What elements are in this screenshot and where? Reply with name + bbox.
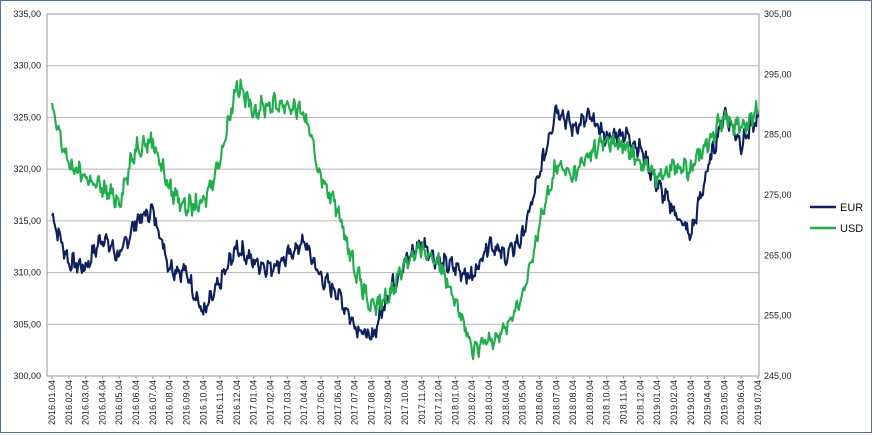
legend-label-eur: EUR bbox=[840, 202, 863, 214]
left-tick-label: 330,00 bbox=[13, 61, 41, 71]
left-tick-label: 335,00 bbox=[13, 9, 41, 19]
left-tick-label: 300,00 bbox=[13, 371, 41, 381]
x-tick-label: 2017.11.04 bbox=[417, 380, 427, 424]
right-tick-label: 255,00 bbox=[764, 311, 792, 321]
x-tick-label: 2019.02.04 bbox=[669, 380, 679, 425]
right-tick-label: 245,00 bbox=[764, 371, 792, 381]
x-tick-label: 2017.05.04 bbox=[316, 380, 326, 425]
left-tick-label: 310,00 bbox=[13, 268, 41, 278]
x-tick-label: 2016.12.04 bbox=[232, 380, 242, 425]
right-tick-label: 285,00 bbox=[764, 130, 792, 140]
x-tick-label: 2016.04.04 bbox=[97, 380, 107, 425]
right-tick-label: 275,00 bbox=[764, 190, 792, 200]
right-tick-label: 305,00 bbox=[764, 9, 792, 19]
x-tick-label: 2016.03.04 bbox=[81, 380, 91, 425]
x-tick-label: 2016.07.04 bbox=[148, 380, 158, 425]
plot-area-border bbox=[46, 13, 760, 377]
x-tick-label: 2018.11.04 bbox=[619, 380, 629, 424]
x-tick-label: 2017.12.04 bbox=[434, 380, 444, 425]
x-tick-label: 2018.08.04 bbox=[568, 380, 578, 425]
x-axis: 2016.01.04 2016.02.04 2016.03.04 2016.04.04… bbox=[47, 376, 763, 425]
grid-lines bbox=[47, 13, 759, 377]
right-tick-label: 265,00 bbox=[764, 250, 792, 260]
x-tick-label: 2018.01.04 bbox=[450, 380, 460, 425]
left-tick-label: 305,00 bbox=[13, 319, 41, 329]
x-tick-label: 2018.03.04 bbox=[484, 380, 494, 425]
x-tick-label: 2017.03.04 bbox=[282, 380, 292, 425]
x-tick-label: 2019.03.04 bbox=[686, 380, 696, 425]
x-tick-label: 2017.02.04 bbox=[266, 380, 276, 425]
right-tick-label: 295,00 bbox=[764, 69, 792, 79]
left-tick-label: 315,00 bbox=[13, 216, 41, 226]
plot-border bbox=[46, 13, 760, 377]
x-tick-label: 2018.04.04 bbox=[501, 380, 511, 425]
x-tick-label: 2017.09.04 bbox=[383, 380, 393, 425]
x-tick-label: 2018.05.04 bbox=[518, 380, 528, 425]
x-tick-label: 2016.02.04 bbox=[64, 380, 74, 425]
x-tick-label: 2018.02.04 bbox=[467, 380, 477, 425]
x-tick-label: 2016.01.04 bbox=[47, 380, 57, 425]
x-tick-label: 2017.01.04 bbox=[249, 380, 259, 425]
x-tick-label: 2018.07.04 bbox=[551, 380, 561, 425]
x-tick-label: 2016.06.04 bbox=[131, 380, 141, 425]
x-tick-label: 2016.11.04 bbox=[215, 380, 225, 424]
series-line-usd bbox=[50, 78, 760, 361]
left-axis: 300,00 305,00 310,00 315,00 320,00 325,00 330,… bbox=[13, 9, 41, 381]
x-tick-label: 2016.09.04 bbox=[181, 380, 191, 425]
x-tick-label: 2019.05.04 bbox=[719, 380, 729, 425]
x-tick-label: 2016.08.04 bbox=[165, 380, 175, 425]
x-tick-label: 2017.08.04 bbox=[366, 380, 376, 425]
x-tick-label: 2019.06.04 bbox=[736, 380, 746, 425]
legend: EUR USD bbox=[810, 202, 863, 235]
x-tick-label: 2016.05.04 bbox=[114, 380, 124, 425]
series-line-eur bbox=[51, 104, 760, 341]
x-tick-label: 2016.10.04 bbox=[198, 380, 208, 425]
x-tick-label: 2018.12.04 bbox=[635, 380, 645, 425]
x-tick-label: 2017.10.04 bbox=[400, 380, 410, 425]
legend-label-usd: USD bbox=[840, 223, 863, 235]
x-tick-label: 2019.01.04 bbox=[652, 380, 662, 425]
x-tick-label: 2018.09.04 bbox=[585, 380, 595, 425]
x-tick-label: 2018.06.04 bbox=[534, 380, 544, 425]
x-tick-label: 2017.07.04 bbox=[350, 380, 360, 425]
x-tick-label: 2019.04.04 bbox=[703, 380, 713, 425]
right-axis: 245,00 255,00 265,00 275,00 285,00 295,00 305,… bbox=[764, 9, 792, 381]
x-tick-label: 2018.10.04 bbox=[602, 380, 612, 425]
x-tick-label: 2017.06.04 bbox=[333, 380, 343, 425]
x-tick-label: 2019.07.04 bbox=[753, 380, 763, 425]
left-tick-label: 320,00 bbox=[13, 164, 41, 174]
x-tick-label: 2017.04.04 bbox=[299, 380, 309, 425]
left-tick-label: 325,00 bbox=[13, 112, 41, 122]
series-group bbox=[50, 78, 760, 361]
